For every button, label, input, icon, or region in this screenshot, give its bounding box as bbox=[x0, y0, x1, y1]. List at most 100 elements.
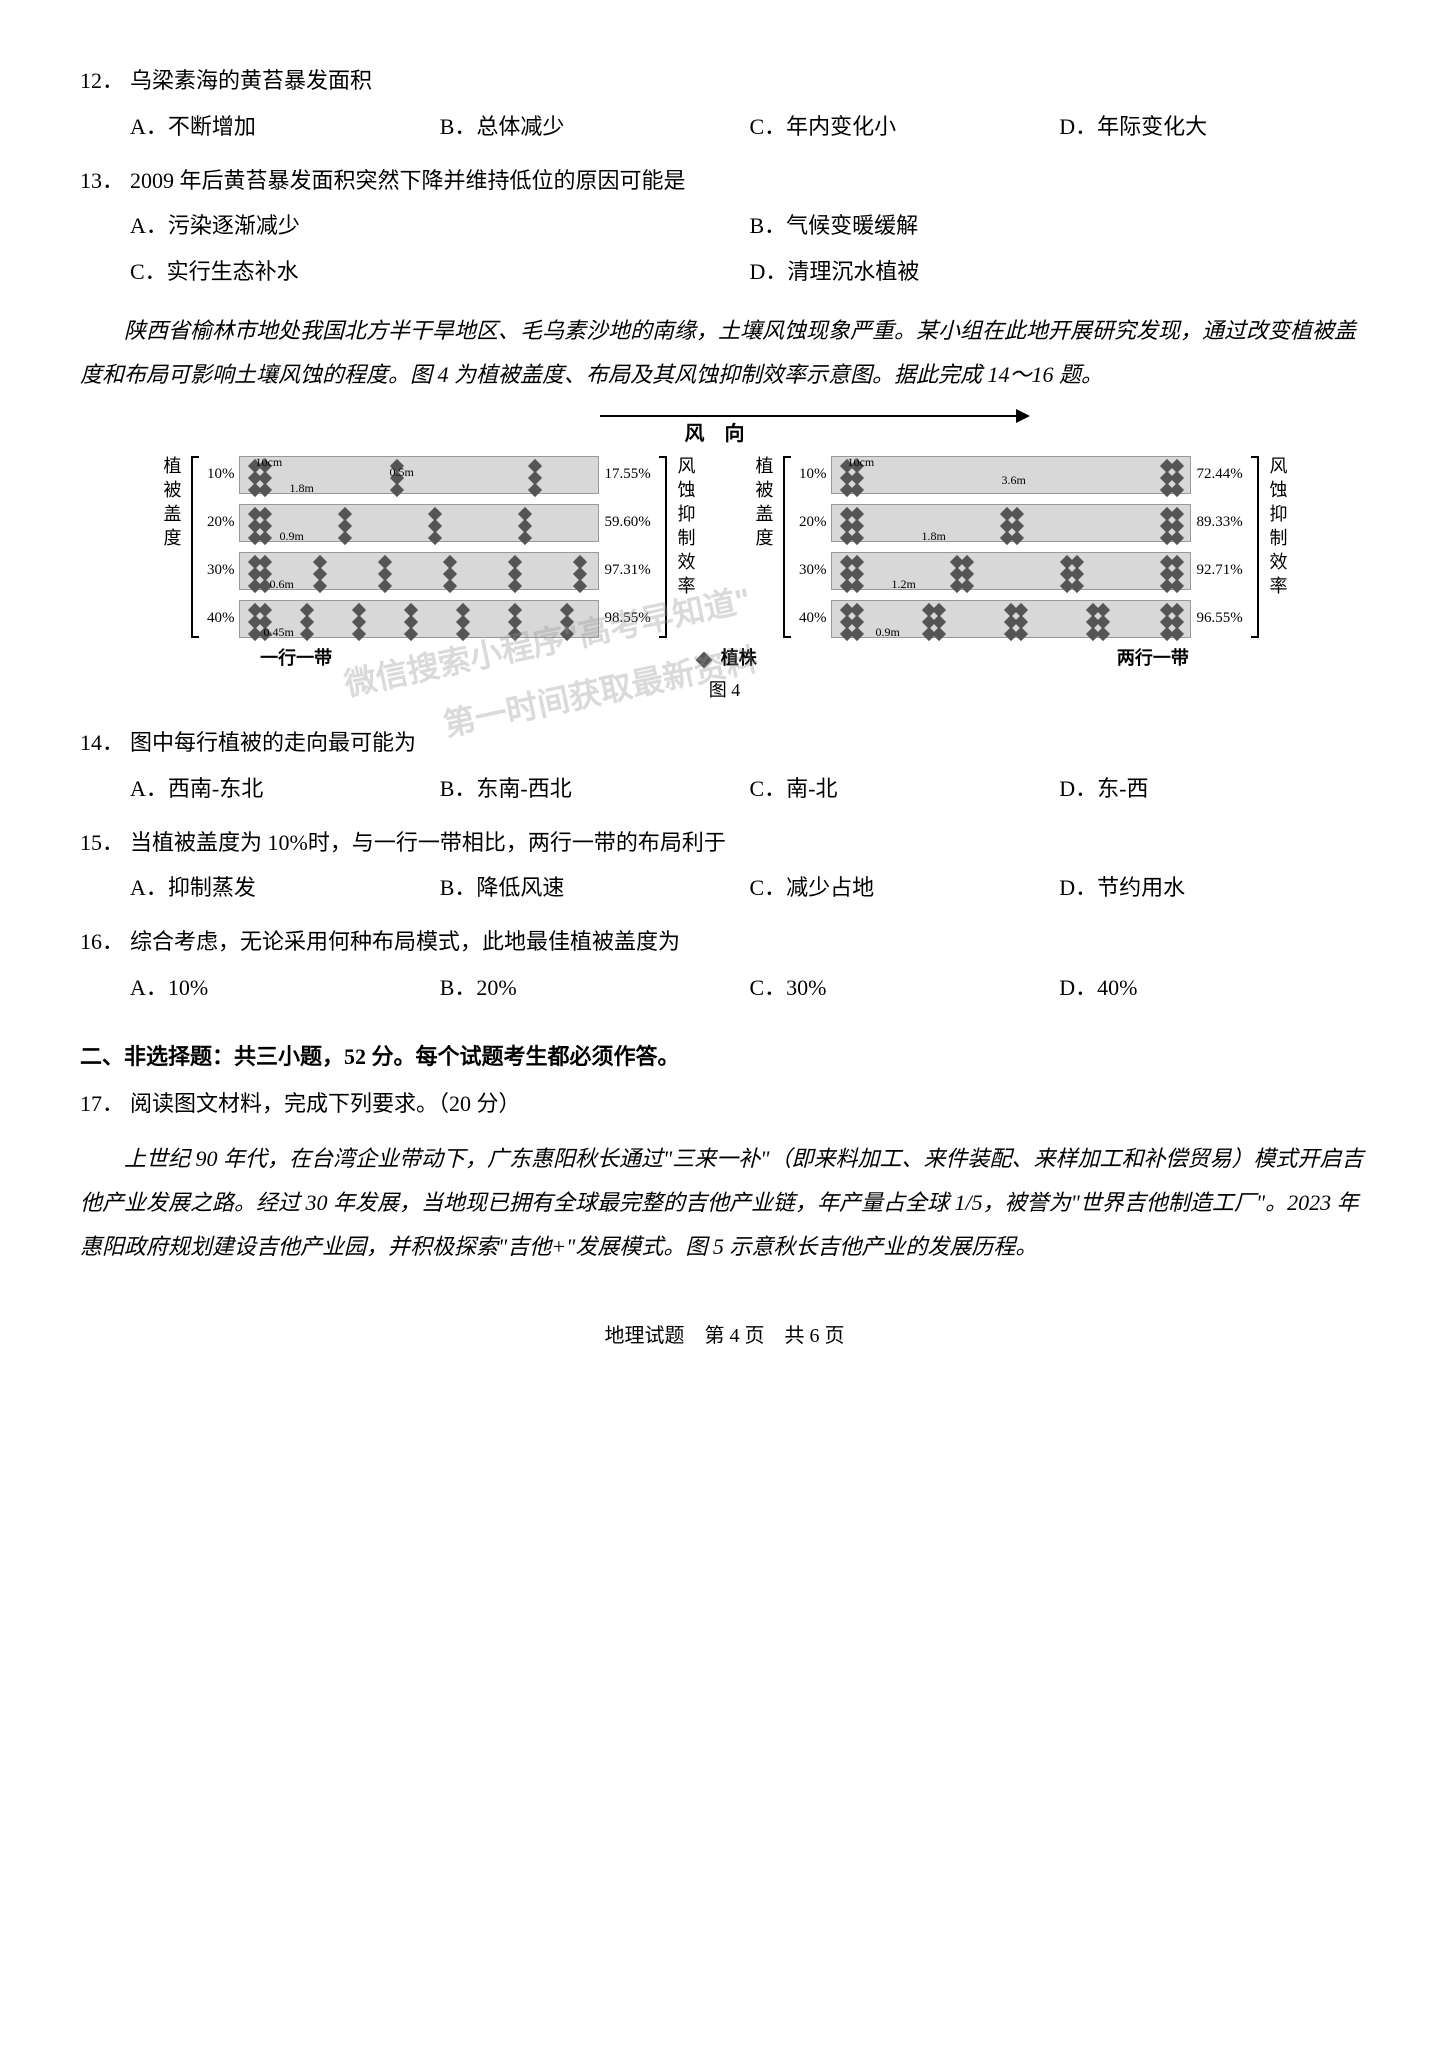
q12-option-d: D．年际变化大 bbox=[1059, 106, 1369, 148]
diagram-row: 10%10cm3.6m72.44% bbox=[791, 456, 1251, 494]
plant-icon bbox=[351, 627, 365, 641]
plant-icon bbox=[337, 531, 351, 545]
figure-4-caption: 图 4 bbox=[80, 676, 1369, 702]
plant-icon bbox=[442, 579, 456, 593]
q16-option-b: B．20% bbox=[440, 967, 750, 1009]
q14-option-d: D．东-西 bbox=[1059, 768, 1369, 810]
q15-option-c: C．减少占地 bbox=[750, 867, 1060, 909]
dimension-label: 10cm bbox=[256, 455, 283, 470]
q15-stem: 当植被盖度为 10%时，与一行一带相比，两行一带的布局利于 bbox=[130, 822, 726, 864]
vegetation-band: 0.9m bbox=[831, 600, 1191, 638]
question-17: 17． 阅读图文材料，完成下列要求。（20 分） bbox=[80, 1083, 1369, 1125]
dimension-label: 1.8m bbox=[290, 481, 314, 496]
passage-q17: 上世纪 90 年代，在台湾企业带动下，广东惠阳秋长通过"三来一补"（即来料加工、… bbox=[80, 1137, 1369, 1269]
plant-icon bbox=[427, 531, 441, 545]
dimension-label: 3.6m bbox=[1002, 473, 1026, 488]
q12-option-c: C．年内变化小 bbox=[750, 106, 1060, 148]
q14-option-c: C．南-北 bbox=[750, 768, 1060, 810]
q12-option-b: B．总体减少 bbox=[440, 106, 750, 148]
efficiency-percent-label: 72.44% bbox=[1191, 466, 1251, 483]
dimension-label: 0.9m bbox=[280, 529, 304, 544]
q12-stem: 乌梁素海的黄苔暴发面积 bbox=[130, 60, 372, 102]
q16-stem: 综合考虑，无论采用何种布局模式，此地最佳植被盖度为 bbox=[130, 921, 680, 963]
q15-option-b: B．降低风速 bbox=[440, 867, 750, 909]
plant-icon bbox=[257, 483, 271, 497]
coverage-percent-label: 40% bbox=[199, 610, 239, 627]
plant-icon bbox=[455, 627, 469, 641]
efficiency-percent-label: 89.33% bbox=[1191, 514, 1251, 531]
right-diagram-name: 两行一带 bbox=[1117, 644, 1189, 670]
diagram-one-row-belt: 植被盖度 10%10cm0.5m1.8m17.55%20%0.9m59.60%3… bbox=[153, 456, 705, 638]
left-diagram-name: 一行一带 bbox=[260, 644, 332, 670]
plant-icon bbox=[849, 531, 863, 545]
plant-icon bbox=[403, 627, 417, 641]
efficiency-percent-label: 96.55% bbox=[1191, 610, 1251, 627]
vegetation-band: 10cm 3.6m bbox=[831, 456, 1191, 494]
plant-icon bbox=[1169, 627, 1183, 641]
dimension-label: 0.5m bbox=[390, 465, 414, 480]
q15-option-d: D．节约用水 bbox=[1059, 867, 1369, 909]
coverage-percent-label: 40% bbox=[791, 610, 831, 627]
q13-option-a: A．污染逐渐减少 bbox=[130, 205, 750, 247]
plant-icon bbox=[1169, 531, 1183, 545]
diagram-two-row-belt: 植被盖度 10%10cm3.6m72.44%20%1.8m89.33%30%1.… bbox=[745, 456, 1297, 638]
coverage-percent-label: 20% bbox=[199, 514, 239, 531]
wind-direction-label: 风向 bbox=[685, 423, 765, 445]
right-y-axis-label: 植被盖度 bbox=[745, 456, 783, 638]
dimension-label: 0.45m bbox=[264, 625, 294, 640]
question-13: 13． 2009 年后黄苔暴发面积突然下降并维持低位的原因可能是 A．污染逐渐减… bbox=[80, 160, 1369, 297]
q16-option-d: D．40% bbox=[1059, 967, 1369, 1009]
q17-number: 17． bbox=[80, 1083, 130, 1125]
dimension-label: 10cm bbox=[848, 455, 875, 470]
q14-stem: 图中每行植被的走向最可能为 bbox=[130, 722, 416, 764]
q12-number: 12． bbox=[80, 60, 130, 102]
efficiency-percent-label: 59.60% bbox=[599, 514, 659, 531]
question-12: 12． 乌梁素海的黄苔暴发面积 A．不断增加 B．总体减少 C．年内变化小 D．… bbox=[80, 60, 1369, 148]
coverage-percent-label: 20% bbox=[791, 514, 831, 531]
plant-icon bbox=[527, 483, 541, 497]
plant-icon bbox=[849, 579, 863, 593]
legend-plant-icon bbox=[696, 651, 713, 668]
question-14: 14． 图中每行植被的走向最可能为 A．西南-东北 B．东南-西北 C．南-北 … bbox=[80, 722, 1369, 810]
plant-icon bbox=[1095, 627, 1109, 641]
dimension-label: 1.8m bbox=[922, 529, 946, 544]
vegetation-band: 0.45m bbox=[239, 600, 599, 638]
q13-number: 13． bbox=[80, 160, 130, 202]
plant-icon bbox=[507, 579, 521, 593]
plant-icon bbox=[389, 483, 403, 497]
plant-icon bbox=[1013, 627, 1027, 641]
q14-option-a: A．西南-东北 bbox=[130, 768, 440, 810]
q15-number: 15． bbox=[80, 822, 130, 864]
plant-icon bbox=[257, 531, 271, 545]
question-15: 15． 当植被盖度为 10%时，与一行一带相比，两行一带的布局利于 A．抑制蒸发… bbox=[80, 822, 1369, 910]
section-2-header: 二、非选择题：共三小题，52 分。每个试题考生都必须作答。 bbox=[80, 1039, 1369, 1071]
legend-plant-label: 植株 bbox=[721, 648, 757, 668]
plant-icon bbox=[1069, 579, 1083, 593]
plant-icon bbox=[517, 531, 531, 545]
wind-arrow-icon bbox=[600, 415, 1020, 417]
dimension-label: 0.9m bbox=[876, 625, 900, 640]
q14-number: 14． bbox=[80, 722, 130, 764]
plant-icon bbox=[559, 627, 573, 641]
q12-option-a: A．不断增加 bbox=[130, 106, 440, 148]
figure-4: 风向 植被盖度 10%10cm0.5m1.8m17.55%20%0.9m59.6… bbox=[80, 417, 1369, 702]
vegetation-band: 0.9m bbox=[239, 504, 599, 542]
plant-icon bbox=[507, 627, 521, 641]
q13-option-c: C．实行生态补水 bbox=[130, 251, 750, 293]
right-eff-axis-label: 风蚀抑制效率 bbox=[1259, 456, 1297, 638]
dimension-label: 0.6m bbox=[270, 577, 294, 592]
left-y-axis-label: 植被盖度 bbox=[153, 456, 191, 638]
q13-option-d: D．清理沉水植被 bbox=[750, 251, 1370, 293]
plant-icon bbox=[572, 579, 586, 593]
efficiency-percent-label: 98.55% bbox=[599, 610, 659, 627]
diagram-row: 40% 0.45m 98.55% bbox=[199, 600, 659, 638]
diagram-row: 40% 0.9m 96.55% bbox=[791, 600, 1251, 638]
q16-option-a: A．10% bbox=[130, 967, 440, 1009]
q13-option-b: B．气候变暖缓解 bbox=[750, 205, 1370, 247]
page-footer: 地理试题 第 4 页 共 6 页 bbox=[80, 1319, 1369, 1348]
diagram-row: 30%0.6m97.31% bbox=[199, 552, 659, 590]
plant-icon bbox=[1009, 531, 1023, 545]
coverage-percent-label: 10% bbox=[199, 466, 239, 483]
diagram-row: 20% 1.8m 89.33% bbox=[791, 504, 1251, 542]
plant-icon bbox=[1169, 483, 1183, 497]
